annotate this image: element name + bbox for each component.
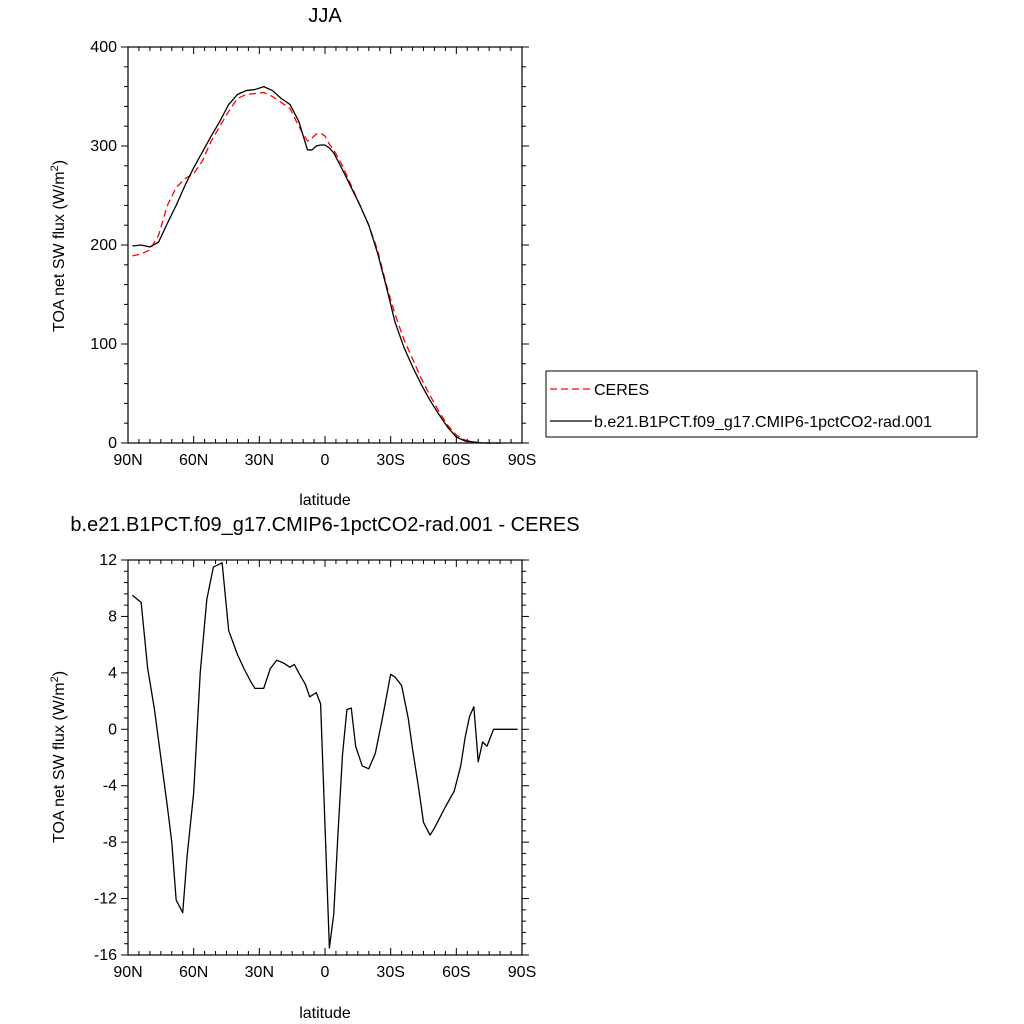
legend-box [545,370,978,438]
top-x-tick-label: 30N [245,452,274,469]
top-x-tick-label: 0 [321,452,330,469]
top-x-tick-label: 90S [508,452,536,469]
top-panel: JJA 90N 60N 30N 0 30S 60S 90S 0 100 200 300 400 lat… [49,5,978,509]
bottom-series [131,562,518,949]
bottom-y-axis-title-main: TOA net SW flux (W/m [51,682,68,843]
bottom-x-tick-label: 60S [442,964,470,981]
bottom-y-tick-label: -12 [94,891,117,908]
bottom-x-tick-label: 90N [113,964,142,981]
legend: CERES b.e21.B1PCT.f09_g17.CMIP6-1pctCO2-… [545,370,978,438]
bottom-y-tick-label: -4 [103,778,117,795]
bottom-series-line-0 [131,562,518,949]
top-series [132,85,501,444]
bottom-axes: 90N 60N 30N 0 30S 60S 90S -16 -12 -8 -4 0 4 8 12 [94,552,536,981]
bottom-y-axis-title-sup: 2 [49,676,61,682]
legend-label-ceres: CERES [594,382,649,399]
top-x-axis-title: latitude [299,492,351,509]
top-y-tick-label: 200 [90,237,117,254]
top-y-axis-title-end: ) [51,160,68,165]
top-series-line-1 [132,85,501,444]
top-y-axis-title-main: TOA net SW flux (W/m [51,171,68,332]
bottom-x-tick-label: 0 [321,964,330,981]
top-y-tick-label: 0 [108,435,117,452]
bottom-y-tick-label: 0 [108,721,117,738]
top-y-tick-label: 100 [90,336,117,353]
bottom-y-tick-label: 8 [108,608,117,625]
bottom-y-tick-label: 4 [108,665,117,682]
bottom-x-tick-label: 60N [179,964,208,981]
bottom-x-tick-label: 30S [376,964,404,981]
top-y-axis-title: TOA net SW flux (W/m2) [49,160,68,332]
top-x-tick-label: 60N [179,452,208,469]
top-series-line-0 [132,91,501,444]
bottom-x-axis-title: latitude [299,1005,351,1022]
bottom-panel: b.e21.B1PCT.f09_g17.CMIP6-1pctCO2-rad.00… [49,514,580,1022]
bottom-y-tick-label: -16 [94,947,117,964]
bottom-y-tick-label: -8 [103,834,117,851]
top-axes: 90N 60N 30N 0 30S 60S 90S 0 100 200 300 400 [90,39,536,469]
top-y-tick-label: 400 [90,39,117,56]
top-x-tick-label: 30S [376,452,404,469]
bottom-y-tick-label: 12 [99,552,117,569]
bottom-y-axis-title-end: ) [51,671,68,676]
top-y-axis-title-sup: 2 [49,165,61,171]
top-x-tick-label: 60S [442,452,470,469]
top-y-tick-label: 300 [90,138,117,155]
bottom-x-tick-label: 90S [508,964,536,981]
bottom-plot-frame [127,559,523,956]
bottom-y-axis-title: TOA net SW flux (W/m2) [49,671,68,843]
bottom-chart-title: b.e21.B1PCT.f09_g17.CMIP6-1pctCO2-rad.00… [70,514,579,536]
top-x-tick-label: 90N [113,452,142,469]
bottom-x-tick-label: 30N [245,964,274,981]
top-chart-title: JJA [308,5,342,27]
legend-label-model: b.e21.B1PCT.f09_g17.CMIP6-1pctCO2-rad.00… [594,414,932,431]
top-plot-frame [127,46,523,444]
